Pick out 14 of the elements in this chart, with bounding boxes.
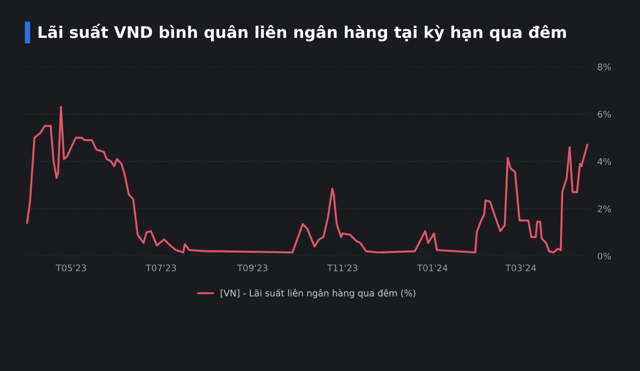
y-tick-label: 6% [598, 110, 611, 118]
y-tick-label: 8% [598, 64, 611, 70]
y-tick-label: 0% [598, 252, 611, 260]
x-tick-label: T11'23 [327, 264, 358, 272]
x-tick-label: T05'23 [56, 264, 86, 272]
x-tick-label: T09'23 [237, 264, 268, 272]
chart-title: Lãi suất VND bình quân liên ngân hàng tại kỳ hạn qua đêm [38, 24, 566, 42]
x-tick-label: T03'24 [505, 264, 536, 272]
y-tick-label: 4% [598, 158, 611, 165]
y-tick-label: 2% [598, 205, 611, 212]
legend-label: [VN] - Lãi suất liên ngân hàng qua đêm (%) [220, 288, 416, 298]
x-tick-label: T01'24 [417, 264, 448, 272]
x-tick-label: T07'23 [146, 264, 176, 272]
line-series [26, 106, 588, 254]
